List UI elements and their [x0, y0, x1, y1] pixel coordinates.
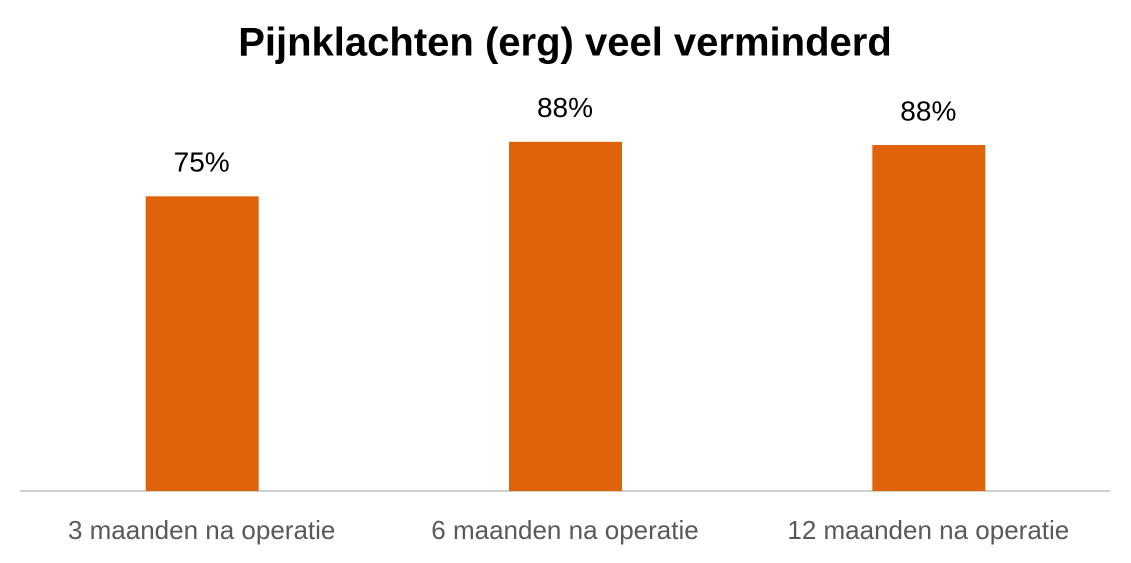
data-label: 88% — [537, 92, 593, 123]
x-tick-label: 3 maanden na operatie — [68, 515, 335, 545]
bar — [509, 141, 622, 491]
data-label: 75% — [174, 147, 230, 178]
bar — [145, 196, 259, 491]
data-label: 88% — [900, 95, 956, 126]
x-tick-label: 6 maanden na operatie — [431, 515, 698, 545]
chart-title: Pijnklachten (erg) veel verminderd — [238, 21, 892, 65]
x-tick-label: 12 maanden na operatie — [787, 515, 1069, 545]
bar — [872, 144, 986, 492]
